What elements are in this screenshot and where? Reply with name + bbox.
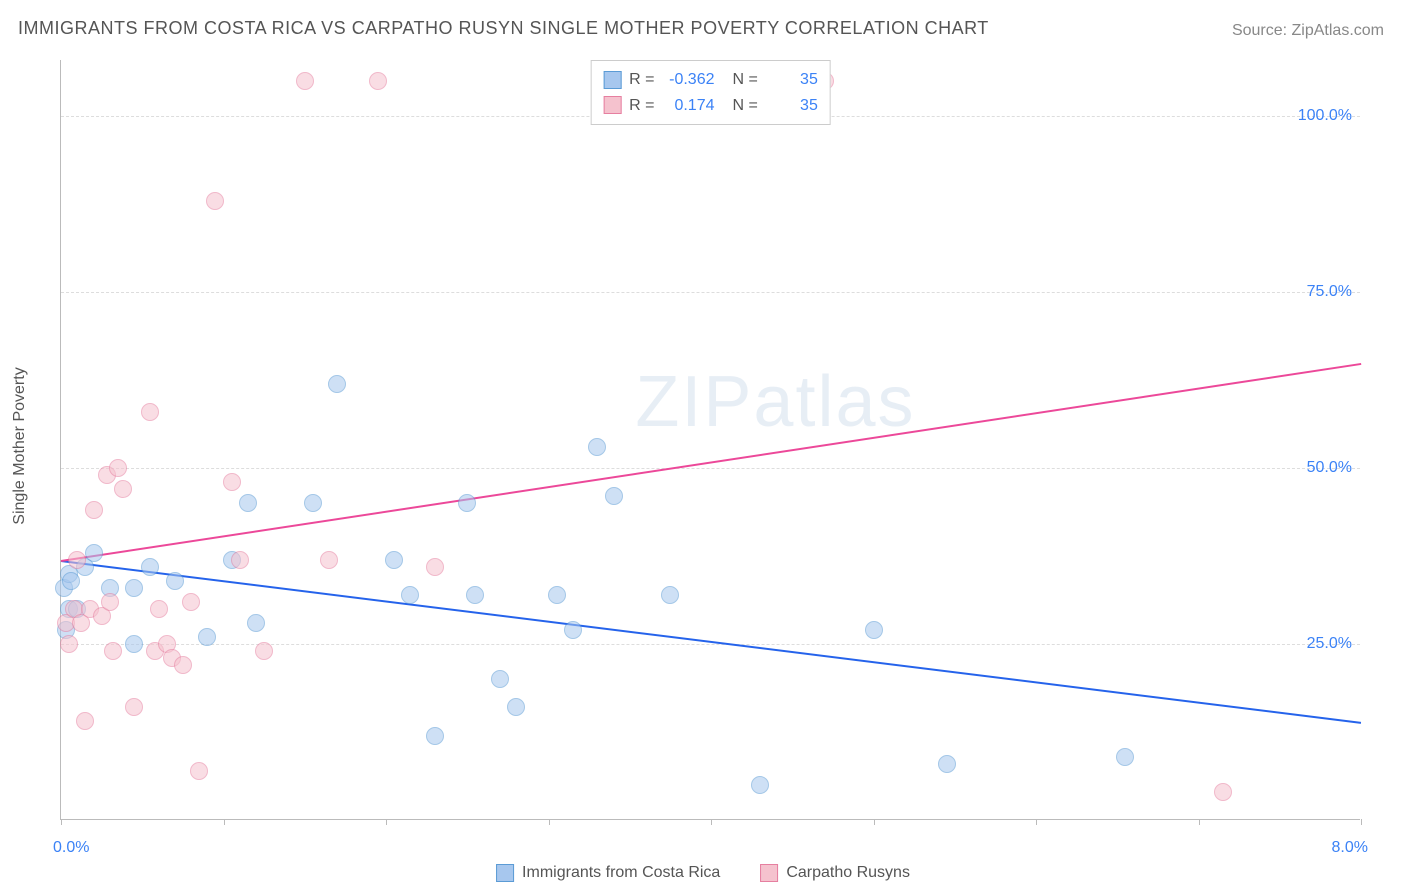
data-point bbox=[85, 501, 103, 519]
y-tick-label: 75.0% bbox=[1307, 283, 1352, 301]
data-point bbox=[564, 621, 582, 639]
trend-line bbox=[61, 363, 1361, 562]
trend-line bbox=[61, 560, 1361, 724]
data-point bbox=[661, 586, 679, 604]
legend-swatch-icon bbox=[496, 864, 514, 882]
data-point bbox=[68, 551, 86, 569]
data-point bbox=[141, 558, 159, 576]
data-point bbox=[114, 480, 132, 498]
data-point bbox=[1214, 783, 1232, 801]
x-tick-mark bbox=[61, 819, 62, 825]
gridline bbox=[61, 292, 1360, 293]
x-tick-mark bbox=[386, 819, 387, 825]
x-axis-min-label: 0.0% bbox=[53, 839, 89, 857]
data-point bbox=[60, 635, 78, 653]
data-point bbox=[548, 586, 566, 604]
data-point bbox=[296, 72, 314, 90]
data-point bbox=[938, 755, 956, 773]
stats-legend: R = -0.362 N = 35 R = 0.174 N = 35 bbox=[590, 60, 831, 125]
data-point bbox=[125, 635, 143, 653]
data-point bbox=[751, 776, 769, 794]
data-point bbox=[426, 558, 444, 576]
data-point bbox=[85, 544, 103, 562]
x-tick-mark bbox=[549, 819, 550, 825]
data-point bbox=[206, 192, 224, 210]
legend-item: Immigrants from Costa Rica bbox=[496, 864, 720, 882]
data-point bbox=[369, 72, 387, 90]
data-point bbox=[101, 593, 119, 611]
data-point bbox=[166, 572, 184, 590]
data-point bbox=[588, 438, 606, 456]
legend-swatch-icon bbox=[603, 96, 621, 114]
x-tick-mark bbox=[711, 819, 712, 825]
data-point bbox=[458, 494, 476, 512]
data-point bbox=[247, 614, 265, 632]
data-point bbox=[466, 586, 484, 604]
legend-series-label: Carpatho Rusyns bbox=[786, 864, 910, 882]
n-value: 35 bbox=[766, 67, 818, 93]
source-name: ZipAtlas.com bbox=[1292, 22, 1384, 39]
data-point bbox=[239, 494, 257, 512]
data-point bbox=[605, 487, 623, 505]
data-point bbox=[1116, 748, 1134, 766]
x-tick-mark bbox=[224, 819, 225, 825]
y-axis-title: Single Mother Poverty bbox=[11, 367, 29, 524]
source-attribution: Source: ZipAtlas.com bbox=[1232, 22, 1384, 40]
source-prefix: Source: bbox=[1232, 22, 1292, 39]
data-point bbox=[328, 375, 346, 393]
plot-inner: ZIPatlas R = -0.362 N = 35 R = 0.174 N =… bbox=[61, 60, 1360, 819]
data-point bbox=[304, 494, 322, 512]
series-legend: Immigrants from Costa Rica Carpatho Rusy… bbox=[496, 864, 910, 882]
watermark: ZIPatlas bbox=[635, 361, 915, 443]
data-point bbox=[125, 579, 143, 597]
data-point bbox=[401, 586, 419, 604]
data-point bbox=[125, 698, 143, 716]
y-tick-label: 100.0% bbox=[1298, 107, 1352, 125]
data-point bbox=[190, 762, 208, 780]
data-point bbox=[231, 551, 249, 569]
r-value: 0.174 bbox=[663, 93, 715, 119]
data-point bbox=[865, 621, 883, 639]
chart-title: IMMIGRANTS FROM COSTA RICA VS CARPATHO R… bbox=[18, 18, 989, 39]
x-tick-mark bbox=[1199, 819, 1200, 825]
x-tick-mark bbox=[1036, 819, 1037, 825]
data-point bbox=[320, 551, 338, 569]
data-point bbox=[507, 698, 525, 716]
n-label: N = bbox=[733, 67, 758, 93]
data-point bbox=[182, 593, 200, 611]
x-axis-max-label: 8.0% bbox=[1332, 839, 1368, 857]
data-point bbox=[198, 628, 216, 646]
stats-legend-row: R = -0.362 N = 35 bbox=[603, 67, 818, 93]
data-point bbox=[141, 403, 159, 421]
data-point bbox=[385, 551, 403, 569]
gridline bbox=[61, 468, 1360, 469]
x-tick-mark bbox=[1361, 819, 1362, 825]
data-point bbox=[426, 727, 444, 745]
data-point bbox=[62, 572, 80, 590]
r-value: -0.362 bbox=[663, 67, 715, 93]
r-label: R = bbox=[629, 67, 654, 93]
n-value: 35 bbox=[766, 93, 818, 119]
data-point bbox=[104, 642, 122, 660]
data-point bbox=[491, 670, 509, 688]
r-label: R = bbox=[629, 93, 654, 119]
y-tick-label: 50.0% bbox=[1307, 459, 1352, 477]
legend-item: Carpatho Rusyns bbox=[760, 864, 910, 882]
plot-area: ZIPatlas R = -0.362 N = 35 R = 0.174 N =… bbox=[60, 60, 1360, 820]
data-point bbox=[255, 642, 273, 660]
legend-swatch-icon bbox=[603, 71, 621, 89]
data-point bbox=[223, 473, 241, 491]
legend-series-label: Immigrants from Costa Rica bbox=[522, 864, 720, 882]
data-point bbox=[109, 459, 127, 477]
stats-legend-row: R = 0.174 N = 35 bbox=[603, 93, 818, 119]
data-point bbox=[174, 656, 192, 674]
n-label: N = bbox=[733, 93, 758, 119]
y-tick-label: 25.0% bbox=[1307, 635, 1352, 653]
legend-swatch-icon bbox=[760, 864, 778, 882]
x-tick-mark bbox=[874, 819, 875, 825]
data-point bbox=[150, 600, 168, 618]
data-point bbox=[76, 712, 94, 730]
